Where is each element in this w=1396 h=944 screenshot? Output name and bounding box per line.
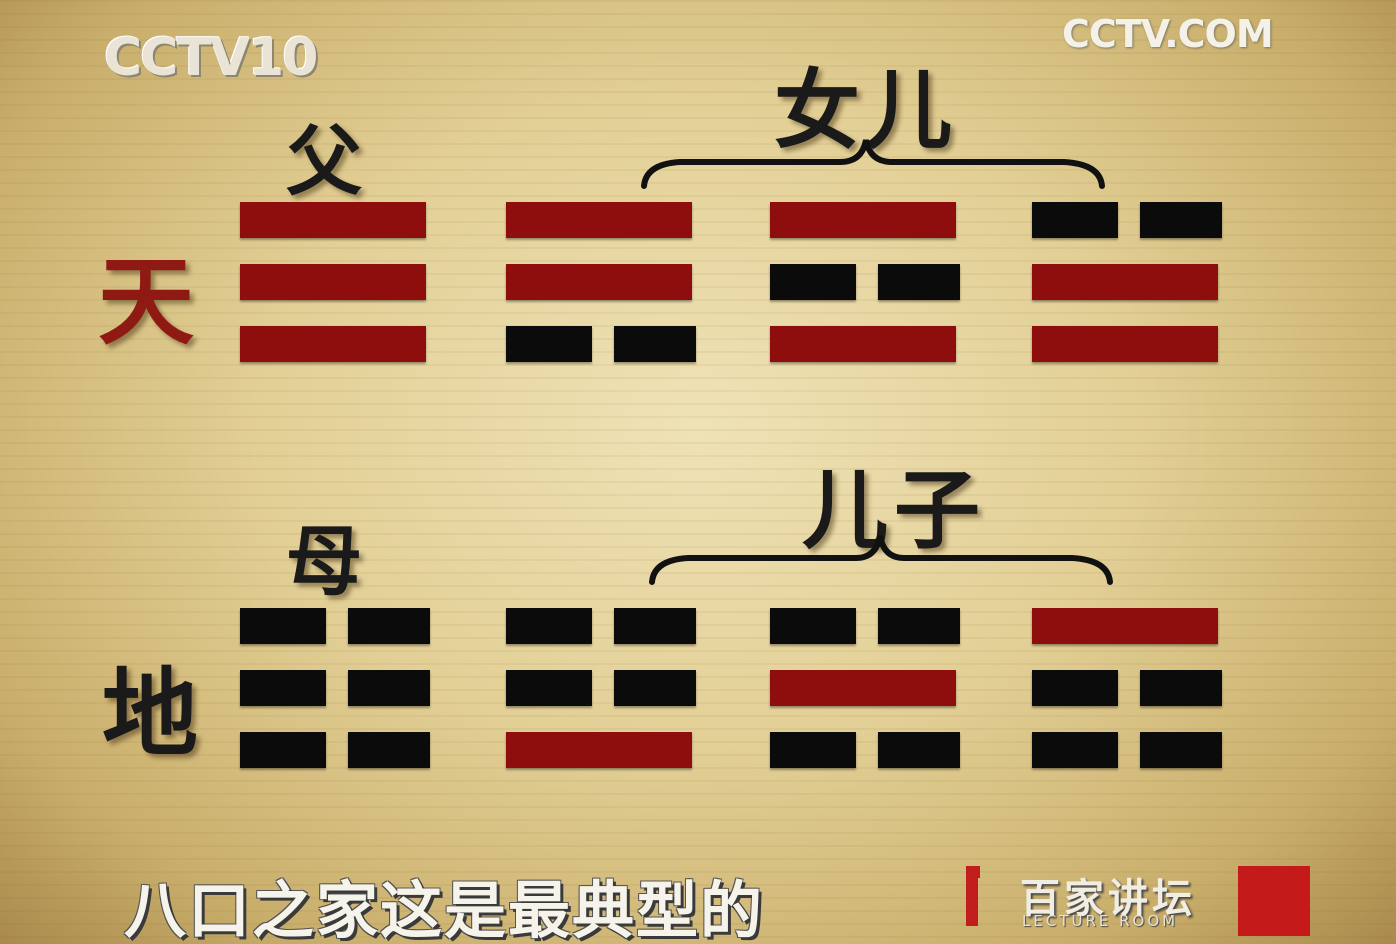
- yin-line: [770, 732, 960, 768]
- yin-bar: [878, 264, 960, 300]
- sons-brace: [649, 535, 1113, 585]
- yang-line: [240, 264, 430, 300]
- yang-bar: [770, 326, 956, 362]
- yin-bar: [1140, 202, 1222, 238]
- yin-line: [240, 670, 430, 706]
- yang-line: [240, 326, 430, 362]
- yin-line: [506, 670, 696, 706]
- yin-line: [506, 326, 696, 362]
- yang-bar: [506, 202, 692, 238]
- yin-line: [1032, 202, 1222, 238]
- heaven-label: 天: [98, 245, 194, 358]
- yin-bar: [506, 326, 592, 362]
- yin-bar: [770, 732, 856, 768]
- yang-bar: [1032, 264, 1218, 300]
- yang-bar: [506, 732, 692, 768]
- yang-line: [506, 732, 696, 768]
- yin-bar: [614, 608, 696, 644]
- yin-bar: [1140, 732, 1222, 768]
- yin-bar: [348, 608, 430, 644]
- yin-bar: [614, 670, 696, 706]
- yin-bar: [506, 608, 592, 644]
- yin-bar: [614, 326, 696, 362]
- yin-line: [770, 264, 960, 300]
- yang-line: [506, 202, 696, 238]
- yin-bar: [1032, 670, 1118, 706]
- cctv-com-logo: CCTV.COM: [1062, 12, 1274, 56]
- yang-bar: [240, 326, 426, 362]
- sons-label: 儿子: [802, 460, 986, 561]
- yin-line: [240, 732, 430, 768]
- yang-line: [770, 670, 960, 706]
- daughters-brace: [641, 139, 1105, 189]
- yang-bar: [770, 202, 956, 238]
- yang-bar: [770, 670, 956, 706]
- yin-bar: [878, 732, 960, 768]
- yin-bar: [770, 264, 856, 300]
- yang-line: [770, 202, 960, 238]
- yang-bar: [1032, 608, 1218, 644]
- yin-line: [770, 608, 960, 644]
- yin-bar: [770, 608, 856, 644]
- yin-bar: [1140, 670, 1222, 706]
- logo-red-square: [1238, 866, 1310, 936]
- yang-bar: [506, 264, 692, 300]
- father-label: 父: [286, 117, 362, 206]
- yin-bar: [240, 608, 326, 644]
- lecture-room-logo: 百家讲坛 LECTURE ROOM: [966, 862, 1312, 940]
- yin-bar: [240, 732, 326, 768]
- yin-line: [240, 608, 430, 644]
- yin-bar: [240, 670, 326, 706]
- yin-line: [1032, 670, 1222, 706]
- yin-line: [1032, 732, 1222, 768]
- yang-line: [1032, 608, 1222, 644]
- subtitle-caption: 八口之家这是最典型的: [124, 874, 765, 944]
- program-subtitle: LECTURE ROOM: [1022, 912, 1179, 930]
- yang-bar: [1032, 326, 1218, 362]
- logo-bracket: [966, 866, 980, 926]
- yang-line: [770, 326, 960, 362]
- cctv10-logo: CCTV10: [104, 28, 318, 88]
- yin-bar: [348, 670, 430, 706]
- yin-bar: [878, 608, 960, 644]
- mother-label: 母: [286, 517, 362, 606]
- yin-bar: [506, 670, 592, 706]
- yang-line: [1032, 264, 1222, 300]
- yang-bar: [240, 202, 426, 238]
- yin-bar: [1032, 202, 1118, 238]
- program-name: 百家讲坛: [1020, 876, 1196, 922]
- yin-bar: [1032, 732, 1118, 768]
- yang-line: [506, 264, 696, 300]
- yin-line: [506, 608, 696, 644]
- yang-line: [1032, 326, 1222, 362]
- yin-bar: [348, 732, 430, 768]
- yang-line: [240, 202, 430, 238]
- earth-label: 地: [102, 657, 198, 770]
- yang-bar: [240, 264, 426, 300]
